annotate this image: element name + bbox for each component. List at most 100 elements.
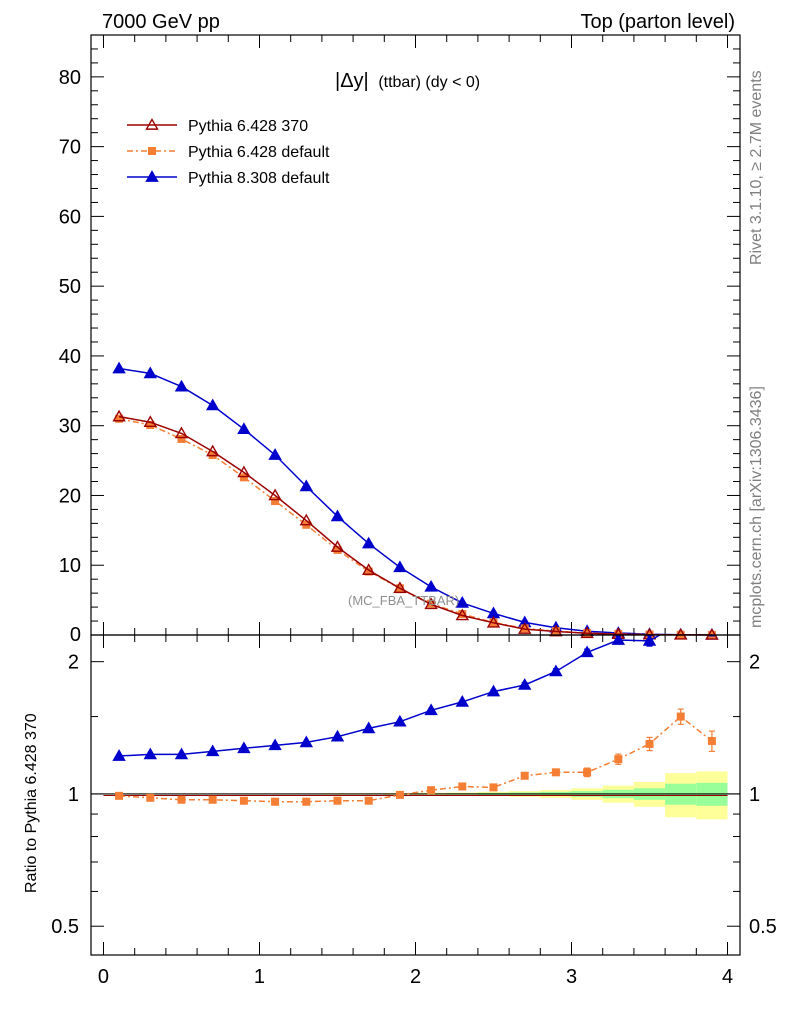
- ratio-data-point: [707, 736, 716, 745]
- ratio-data-point: [645, 739, 654, 748]
- ratio-series-line: [119, 635, 662, 757]
- ratio-data-point: [676, 712, 685, 721]
- ratio-data-point: [395, 790, 404, 799]
- plot-title-main: |Δy|: [335, 70, 369, 92]
- main-y-tick-label: 70: [59, 137, 81, 159]
- ratio-series-1: [115, 708, 716, 806]
- ratio-y-axis-label: Ratio to Pythia 6.428 370: [23, 713, 40, 893]
- main-data-point: [112, 361, 126, 374]
- ratio-y-tick-label-right: 0.5: [749, 916, 777, 938]
- ratio-data-point: [143, 747, 157, 760]
- main-data-point: [239, 473, 248, 482]
- main-data-point: [237, 465, 251, 478]
- main-data-point: [674, 627, 688, 640]
- plot-title: |Δy| (ttbar) (dy < 0): [335, 70, 480, 92]
- main-axis-ticks: 10 20 30 40 50 60 70 80 0: [59, 35, 740, 646]
- legend: Pythia 6.428 370 Pythia 6.428 default Pyth…: [127, 118, 330, 187]
- ratio-data-point: [520, 771, 529, 780]
- legend-marker: [148, 147, 156, 155]
- rivet-version-label: Rivet 3.1.10, ≥ 2.7M events: [748, 70, 765, 265]
- ratio-data-point: [146, 793, 155, 802]
- ratio-data-point: [614, 755, 623, 764]
- ratio-y-tick-label-left: 1: [68, 784, 79, 806]
- main-y-tick-label: 10: [59, 555, 81, 577]
- main-data-point: [393, 560, 407, 573]
- ratio-plot-frame: [90, 634, 741, 956]
- x-tick-label: 2: [410, 966, 421, 988]
- x-tick-label: 1: [254, 966, 265, 988]
- ratio-data-point: [424, 703, 438, 716]
- legend-marker: [145, 118, 159, 130]
- main-y-tick-label: 40: [59, 346, 81, 368]
- header-process-label: Top (parton level): [580, 11, 735, 33]
- ratio-data-point: [112, 749, 126, 761]
- legend-label: Pythia 6.428 370: [188, 118, 308, 135]
- main-data-point: [705, 628, 719, 640]
- ratio-data-point: [271, 797, 280, 806]
- legend-label: Pythia 8.308 default: [188, 170, 330, 187]
- x-tick-label: 4: [722, 966, 733, 988]
- main-data-point: [455, 608, 470, 621]
- main-series-0: [112, 409, 719, 640]
- main-data-point: [271, 497, 280, 506]
- main-data-point: [580, 626, 594, 639]
- mcplots-reference-label: mcplots.cern.ch [arXiv:1306.3436]: [748, 386, 765, 628]
- main-data-point: [174, 426, 189, 439]
- main-data-point: [518, 622, 532, 634]
- ratio-data-point: [486, 684, 501, 697]
- main-data-point: [333, 545, 342, 554]
- ratio-data-point: [177, 795, 186, 804]
- ratio-data-point: [364, 796, 373, 805]
- ratio-data-point: [174, 747, 189, 760]
- ratio-data-point: [208, 795, 217, 804]
- ratio-plot-panel: 0.5 0.5 1 1 2 2 0 1 2 3 4: [51, 617, 777, 988]
- main-data-point: [112, 409, 126, 422]
- ratio-data-point: [302, 797, 311, 806]
- ratio-data-point: [205, 744, 220, 757]
- legend-marker: [145, 170, 159, 182]
- legend-label: Pythia 6.428 default: [188, 144, 330, 161]
- ratio-data-point: [518, 678, 532, 690]
- main-data-point: [205, 398, 220, 411]
- ratio-data-point: [455, 694, 470, 707]
- legend-item: Pythia 6.428 370: [127, 118, 308, 135]
- ratio-data-point: [333, 796, 342, 805]
- ratio-data-point: [458, 782, 467, 791]
- main-data-point: [174, 379, 189, 392]
- main-data-point: [268, 448, 282, 460]
- ratio-data-point: [549, 664, 563, 677]
- ratio-data-point: [393, 714, 407, 727]
- main-data-point: [424, 597, 438, 610]
- ratio-series-2: [112, 617, 715, 761]
- main-data-point: [205, 444, 220, 457]
- main-data-point: [146, 421, 155, 429]
- main-data-point: [299, 513, 313, 526]
- ratio-data-point: [427, 786, 436, 795]
- ratio-data-point: [489, 783, 498, 792]
- main-data-point: [330, 509, 345, 522]
- main-y-tick-label: 20: [59, 485, 81, 507]
- header-energy-label: 7000 GeV pp: [102, 11, 220, 33]
- ratio-data-point: [237, 741, 251, 754]
- main-data-point: [361, 536, 376, 549]
- ratio-data-point: [268, 738, 282, 751]
- main-data-point: [177, 434, 186, 443]
- main-data-point: [486, 615, 501, 628]
- ratio-data-point: [299, 735, 313, 748]
- main-y-tick-label: 60: [59, 206, 81, 228]
- main-y-tick-label: 80: [59, 67, 81, 89]
- ratio-y-tick-label-left: 0.5: [51, 916, 79, 938]
- main-data-point: [143, 415, 157, 428]
- main-data-point: [299, 479, 313, 492]
- main-data-point: [458, 610, 467, 619]
- main-data-point: [455, 595, 470, 608]
- ratio-axis-ticks: 0.5 0.5 1 1 2 2 0 1 2 3 4: [51, 635, 777, 988]
- main-data-point: [268, 488, 282, 501]
- ratio-series-line: [119, 715, 713, 803]
- main-y-tick-label: 50: [59, 276, 81, 298]
- ratio-data-point: [675, 617, 686, 627]
- ratio-data-point: [611, 635, 626, 645]
- ratio-data-point: [580, 645, 594, 658]
- ratio-data-point: [239, 796, 248, 805]
- main-data-point: [393, 581, 407, 594]
